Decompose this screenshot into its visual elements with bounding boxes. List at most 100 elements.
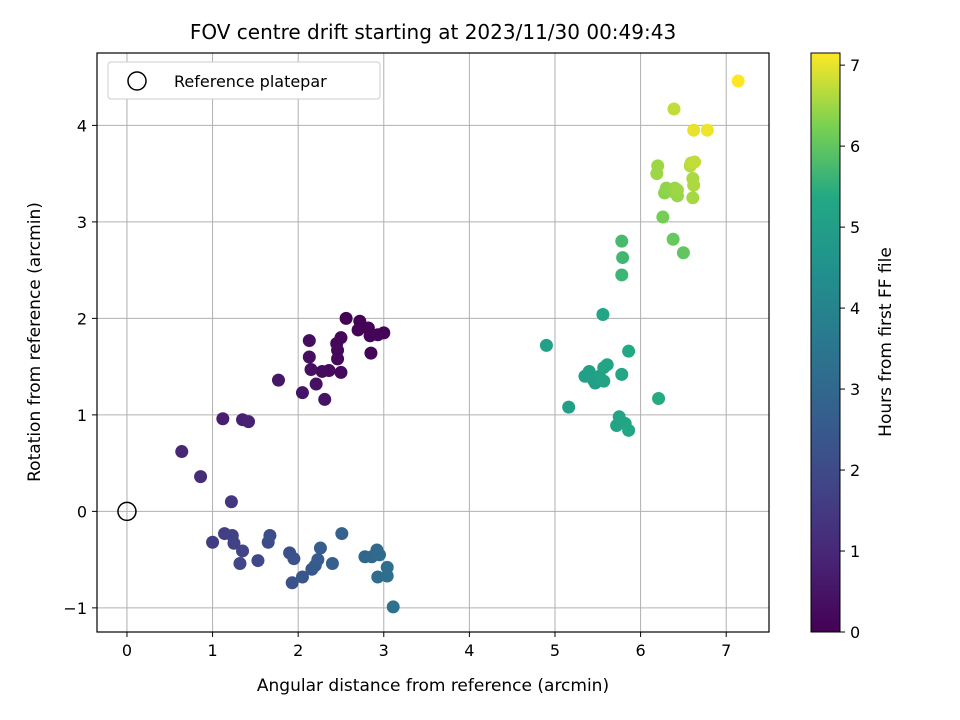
y-tick-label: 1	[77, 406, 87, 425]
x-tick-label: 1	[207, 641, 217, 660]
x-tick-label: 7	[721, 641, 731, 660]
data-point	[339, 311, 353, 325]
colorbar-tick-label: 4	[850, 299, 860, 318]
data-point	[600, 358, 614, 372]
x-tick-label: 6	[635, 641, 645, 660]
data-point	[313, 541, 327, 555]
x-tick-label: 5	[550, 641, 560, 660]
data-point	[539, 338, 553, 352]
data-point	[224, 495, 238, 509]
colorbar-tick-label: 2	[850, 461, 860, 480]
y-axis-label: Rotation from reference (arcmin)	[25, 202, 45, 482]
x-tick-label: 0	[122, 641, 132, 660]
data-point	[227, 536, 241, 550]
colorbar: 0 1 2 3 4 5 6 7 Hours from first FF file	[810, 52, 896, 642]
plot-frame	[96, 52, 770, 633]
data-point	[175, 445, 189, 459]
data-point	[206, 535, 220, 549]
data-point	[670, 183, 684, 197]
data-point	[731, 74, 745, 88]
data-point	[386, 600, 400, 614]
data-point	[562, 400, 576, 414]
data-point	[700, 123, 714, 137]
plot-area: 0 1 2 3 4 5 6 7 −1 0 1 2 3 4	[63, 52, 770, 660]
data-point	[652, 391, 666, 405]
data-point	[309, 377, 323, 391]
data-point	[651, 159, 665, 173]
data-point	[285, 576, 299, 590]
data-point	[686, 191, 700, 205]
chart-title: FOV centre drift starting at 2023/11/30 …	[190, 20, 676, 44]
data-point	[377, 326, 391, 340]
data-point	[311, 553, 325, 567]
data-point	[194, 470, 208, 484]
legend-box	[107, 61, 381, 100]
data-point	[233, 556, 247, 570]
data-point	[334, 365, 348, 379]
y-tick-label: 3	[77, 213, 87, 232]
colorbar-tick-label: 5	[850, 218, 860, 237]
plot-background	[97, 53, 769, 632]
data-point	[667, 102, 681, 116]
data-point	[372, 548, 386, 562]
colorbar-tick-label: 1	[850, 542, 860, 561]
data-point	[287, 552, 301, 566]
y-tick-label: 0	[77, 502, 87, 521]
axis-ticks: 0 1 2 3 4 5 6 7 −1 0 1 2 3 4	[63, 116, 731, 660]
data-point	[242, 415, 256, 429]
data-point	[351, 323, 365, 337]
colorbar-tick-label: 6	[850, 137, 860, 156]
data-point	[295, 386, 309, 400]
data-point	[666, 232, 680, 246]
data-point	[216, 412, 230, 426]
data-point	[364, 346, 378, 360]
y-tick-label: −1	[63, 599, 87, 618]
legend-label: Reference platepar	[174, 72, 327, 91]
data-point	[596, 308, 610, 322]
legend: Reference platepar	[107, 61, 381, 100]
y-tick-label: 4	[77, 116, 87, 135]
data-point	[302, 334, 316, 348]
data-point	[597, 374, 611, 388]
y-tick-label: 2	[77, 309, 87, 328]
data-point	[622, 423, 636, 437]
data-point	[331, 352, 345, 366]
data-point	[315, 364, 329, 378]
x-tick-label: 4	[464, 641, 474, 660]
data-point	[687, 123, 701, 137]
data-point	[686, 171, 700, 185]
data-point	[616, 251, 630, 265]
colorbar-ticks: 0 1 2 3 4 5 6 7	[840, 56, 860, 642]
data-point	[236, 544, 250, 558]
data-point	[325, 556, 339, 570]
reference-platepar-marker	[117, 501, 137, 522]
data-point	[263, 529, 277, 542]
data-point	[371, 570, 385, 584]
colorbar-tick-label: 0	[850, 623, 860, 642]
data-point	[304, 363, 318, 377]
data-point	[622, 344, 636, 358]
data-point	[615, 234, 629, 248]
data-point	[295, 570, 309, 584]
data-points	[175, 74, 745, 614]
data-point	[335, 527, 349, 541]
x-tick-label: 2	[293, 641, 303, 660]
colorbar-tick-label: 7	[850, 56, 860, 75]
data-point	[302, 350, 316, 364]
data-point	[688, 155, 702, 169]
x-tick-label: 3	[379, 641, 389, 660]
data-point	[615, 367, 629, 381]
colorbar-tick-label: 3	[850, 380, 860, 399]
x-axis-label: Angular distance from reference (arcmin)	[257, 676, 609, 696]
colorbar-gradient	[810, 52, 841, 633]
data-point	[251, 554, 265, 568]
legend-marker-icon	[127, 71, 147, 91]
data-point	[676, 246, 690, 260]
colorbar-label: Hours from first FF file	[876, 247, 896, 437]
data-point	[615, 268, 629, 282]
grid	[97, 53, 769, 632]
data-point	[380, 569, 394, 583]
data-point	[318, 392, 332, 406]
data-point	[271, 373, 285, 387]
